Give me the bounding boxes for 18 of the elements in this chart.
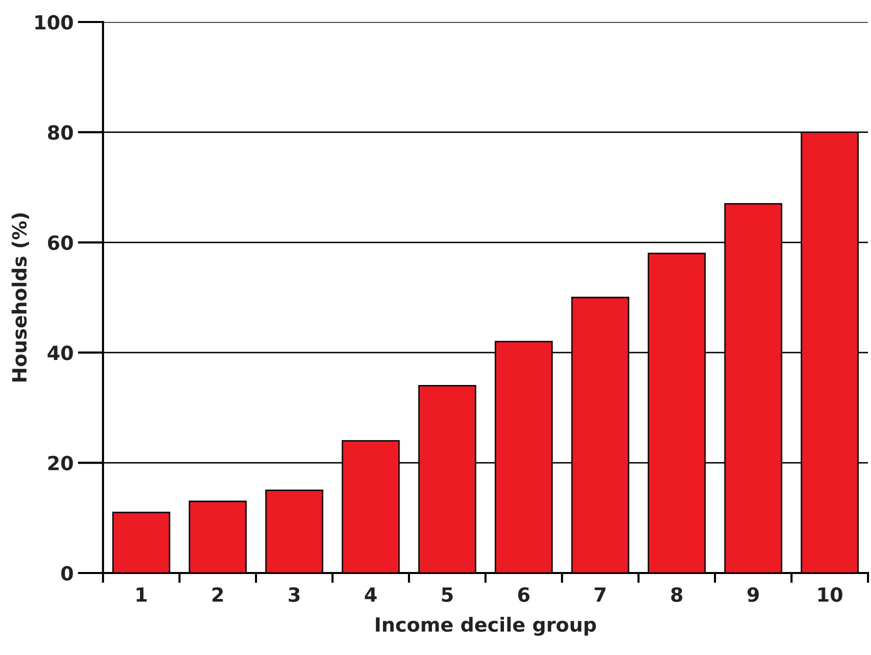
x-tick-label: 9 [747,587,759,602]
y-tick-label: 0 [61,566,73,581]
x-tick-label: 3 [288,587,300,602]
x-tick-label: 6 [518,587,530,602]
y-tick-label: 80 [48,125,73,140]
y-tick-label: 20 [48,456,73,470]
x-tick-label: 8 [671,587,682,602]
x-tick-label: 7 [594,587,606,602]
x-tick-label: 4 [364,587,377,602]
x-tick-label: 10 [818,587,842,602]
y-tick-label: 60 [48,235,73,250]
y-tick-label: 40 [48,346,73,360]
x-tick-label: 1 [136,587,147,602]
x-tick-label: 2 [212,587,223,602]
x-axis-title: Income decile group [376,616,596,636]
x-tick-label: 5 [442,587,453,602]
y-axis-title: Households (%) [12,213,29,382]
y-tick-label: 100 [35,14,73,30]
